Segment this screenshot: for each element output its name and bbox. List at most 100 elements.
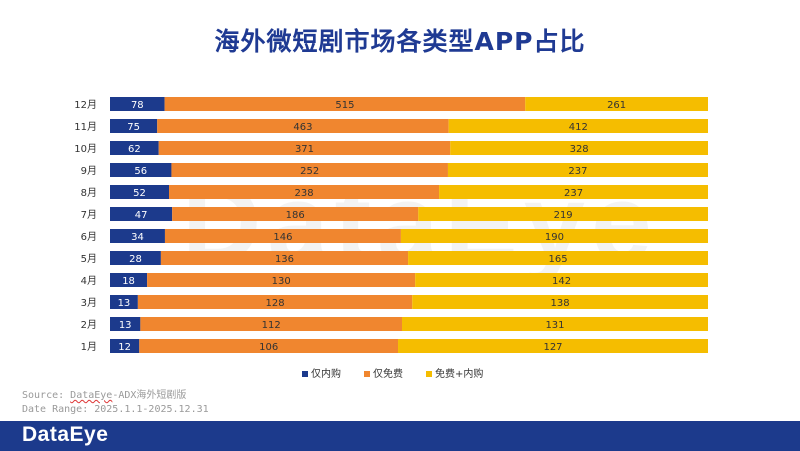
data-label: 56 xyxy=(134,166,147,177)
bar-segment xyxy=(110,295,138,309)
bar-segment xyxy=(164,229,401,243)
month-label: 11月 xyxy=(74,121,97,133)
legend-label: 仅免费 xyxy=(373,367,403,380)
month-label: 12月 xyxy=(74,99,97,111)
chart-title: 海外微短剧市场各类型APP占比 xyxy=(214,27,586,56)
data-label: 261 xyxy=(607,100,626,111)
data-label: 142 xyxy=(552,276,571,287)
data-label: 136 xyxy=(275,254,294,265)
month-label: 6月 xyxy=(81,231,97,243)
bar-segment xyxy=(415,273,708,287)
bar-segment xyxy=(137,295,413,309)
bar-segment xyxy=(110,229,165,243)
data-label: 238 xyxy=(294,188,313,199)
data-label: 237 xyxy=(564,188,583,199)
bar-segment xyxy=(110,207,173,221)
stacked-bar-chart: 1月 12 106 127 2月 13 112 131 3月 13 128 138 4月 18 130 142… xyxy=(74,97,708,380)
data-label: 18 xyxy=(122,276,135,287)
bar-segment xyxy=(400,229,708,243)
data-label: 186 xyxy=(286,210,305,221)
legend-swatch xyxy=(302,371,308,377)
bar-segment xyxy=(418,207,708,221)
data-label: 237 xyxy=(568,166,587,177)
data-label: 252 xyxy=(300,166,319,177)
data-label: 146 xyxy=(273,232,292,243)
bar-segment xyxy=(439,185,708,199)
date-range: Date Range: 2025.1.1-2025.12.31 xyxy=(22,404,209,415)
month-label: 5月 xyxy=(81,253,97,265)
source-brand: DataEye xyxy=(70,390,113,401)
data-label: 328 xyxy=(570,144,589,155)
bar-segment xyxy=(110,273,148,287)
bar-segment xyxy=(525,97,708,111)
data-label: 52 xyxy=(133,188,146,199)
data-label: 12 xyxy=(118,342,131,353)
bar-segment xyxy=(408,251,708,265)
month-label: 9月 xyxy=(81,165,97,177)
bar-segment xyxy=(160,251,409,265)
dataeye-logo: DataEye xyxy=(22,423,109,446)
bar-segment xyxy=(110,163,172,177)
data-label: 515 xyxy=(335,100,354,111)
legend-swatch xyxy=(364,371,370,377)
bar-segment xyxy=(172,207,419,221)
month-label: 8月 xyxy=(81,187,97,199)
month-label: 7月 xyxy=(81,209,97,221)
data-label: 13 xyxy=(118,298,131,309)
source-line: Source: DataEye-ADX海外短剧版 xyxy=(22,389,209,403)
bar-segment xyxy=(110,339,140,353)
bar-segment xyxy=(412,295,708,309)
data-label: 62 xyxy=(128,144,141,155)
data-label: 112 xyxy=(262,320,281,331)
data-label: 78 xyxy=(131,100,144,111)
bar-segment xyxy=(169,185,440,199)
legend-label: 免费+内购 xyxy=(435,367,483,380)
month-label: 4月 xyxy=(81,275,97,287)
legend-swatch xyxy=(426,371,432,377)
bar-segment xyxy=(110,119,158,133)
bar-segment xyxy=(139,339,399,353)
bar-segment xyxy=(110,97,165,111)
bar-segment xyxy=(447,163,708,177)
bar-segment xyxy=(110,141,159,155)
data-label: 130 xyxy=(272,276,291,287)
month-label: 1月 xyxy=(81,341,97,353)
source-prefix: Source: xyxy=(22,390,71,401)
bar-segment xyxy=(140,317,402,331)
source-suffix: -ADX海外短剧版 xyxy=(112,390,187,401)
data-label: 138 xyxy=(551,298,570,309)
bar-segment xyxy=(448,119,708,133)
data-label: 190 xyxy=(545,232,564,243)
bar-segment xyxy=(398,339,708,353)
bar-segment xyxy=(157,119,449,133)
data-label: 412 xyxy=(569,122,588,133)
bar-segment xyxy=(450,141,708,155)
data-label: 47 xyxy=(135,210,148,221)
legend-label: 仅内购 xyxy=(311,367,341,380)
bar-segment xyxy=(171,163,448,177)
bar-segment xyxy=(401,317,708,331)
data-label: 128 xyxy=(265,298,284,309)
bar-segment xyxy=(164,97,526,111)
data-label: 75 xyxy=(127,122,140,133)
data-label: 127 xyxy=(543,342,562,353)
data-label: 131 xyxy=(545,320,564,331)
data-label: 371 xyxy=(295,144,314,155)
bar-segment xyxy=(110,251,161,265)
data-label: 219 xyxy=(554,210,573,221)
bar-segment xyxy=(158,141,451,155)
bar-segment xyxy=(110,317,141,331)
data-label: 28 xyxy=(129,254,142,265)
source-note: Source: DataEye-ADX海外短剧版 Date Range: 202… xyxy=(22,389,209,417)
data-label: 106 xyxy=(259,342,278,353)
bar-segment xyxy=(110,185,170,199)
footer-bar: DataEye xyxy=(0,421,800,451)
data-label: 34 xyxy=(131,232,144,243)
data-label: 13 xyxy=(119,320,132,331)
bar-segment xyxy=(147,273,416,287)
data-label: 165 xyxy=(548,254,567,265)
data-label: 463 xyxy=(293,122,312,133)
month-label: 10月 xyxy=(74,143,97,155)
month-label: 2月 xyxy=(81,319,97,331)
month-label: 3月 xyxy=(81,297,97,309)
